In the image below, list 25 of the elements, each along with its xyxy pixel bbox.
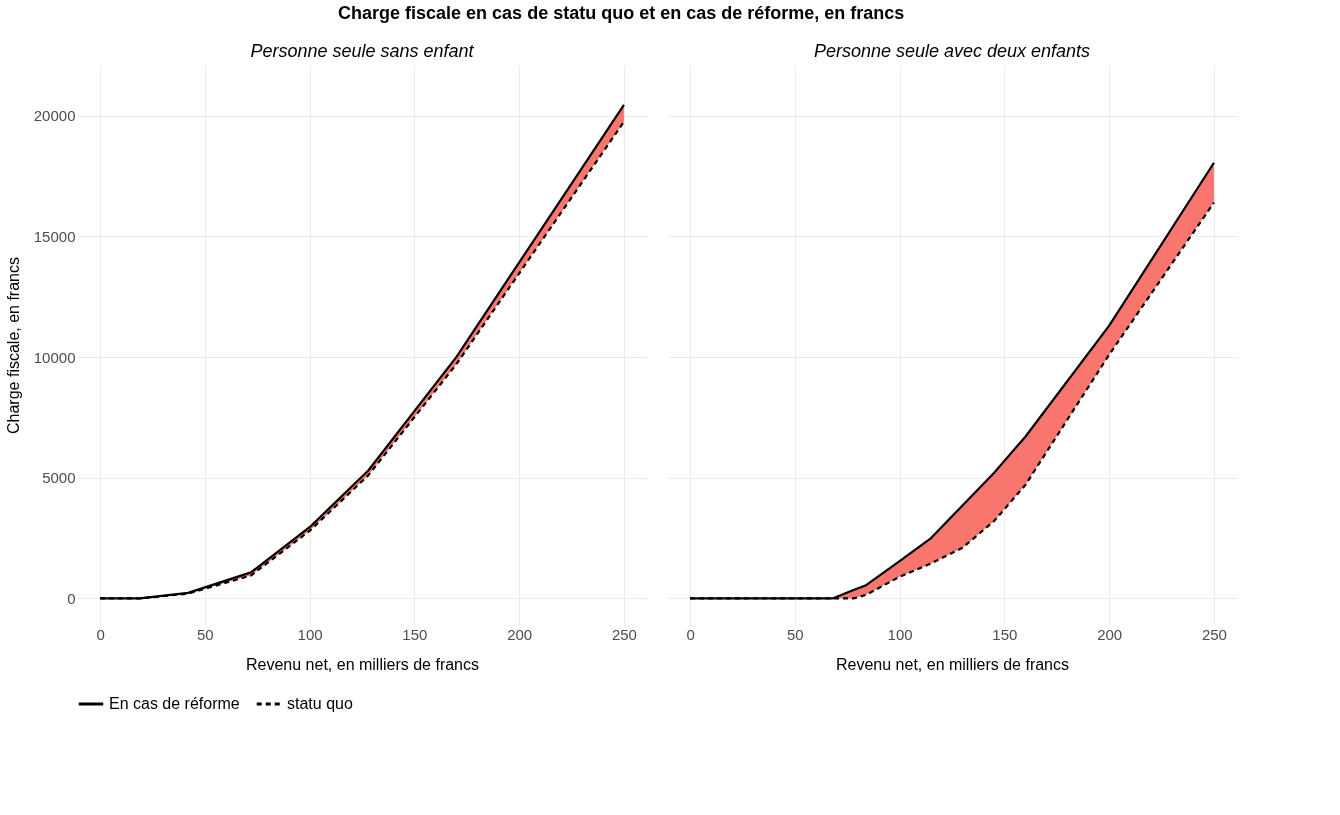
legend-label: statu quo (287, 695, 353, 712)
x-tick-label: 0 (96, 625, 105, 643)
x-tick-label: 250 (611, 625, 637, 643)
chart-title: Charge fiscale en cas de statu quo et en cas de réforme, en francs (338, 3, 905, 23)
y-tick-label: 0 (67, 589, 76, 607)
chart-subtitle: Personne seule sans enfant (250, 41, 475, 61)
x-axis-title: Revenu net, en milliers de francs (836, 655, 1069, 673)
x-tick-label: 200 (507, 625, 533, 643)
x-axis-title: Revenu net, en milliers de francs (246, 655, 479, 673)
x-tick-label: 200 (1097, 625, 1123, 643)
x-tick-label: 150 (992, 625, 1018, 643)
y-tick-label: 15000 (33, 227, 76, 245)
y-tick-label: 10000 (33, 348, 76, 366)
x-tick-label: 250 (1201, 625, 1227, 643)
x-tick-label: 0 (686, 625, 695, 643)
y-tick-label: 5000 (42, 469, 76, 487)
x-tick-label: 100 (887, 625, 913, 643)
x-tick-label: 50 (786, 625, 804, 643)
y-axis-title: Charge fiscale, en francs (4, 257, 22, 434)
y-tick-label: 20000 (33, 107, 76, 125)
chart-subtitle: Personne seule avec deux enfants (813, 41, 1091, 61)
x-tick-label: 150 (402, 625, 428, 643)
x-tick-label: 100 (297, 625, 323, 643)
x-tick-label: 50 (196, 625, 214, 643)
legend-label: En cas de réforme (109, 695, 240, 712)
